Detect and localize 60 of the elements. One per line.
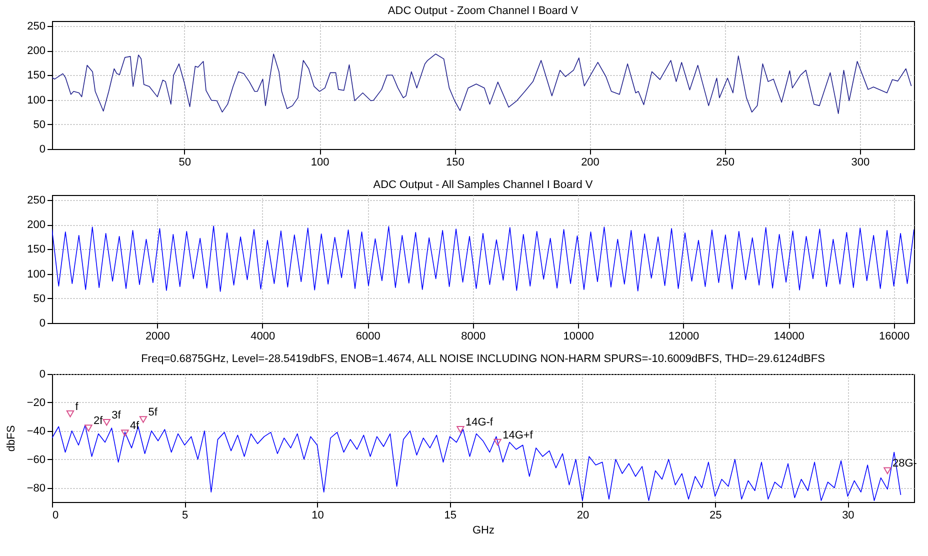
x-tick-label: 10000 (563, 330, 594, 342)
y-tick-label: −60 (26, 454, 46, 466)
x-tick-label: 12000 (668, 330, 700, 342)
chart-title: ADC Output - All Samples Channel I Board V (373, 178, 594, 191)
point (102, 418, 110, 426)
y-tick-label: 0 (39, 144, 46, 156)
x-tick-label: 16000 (879, 330, 910, 342)
x-tick-label: 0 (52, 510, 59, 522)
y-tick-label: 50 (33, 292, 46, 305)
y-tick-label: 150 (27, 244, 46, 256)
annotation: 3f (112, 409, 122, 422)
y-tick-label: 150 (27, 70, 46, 82)
x-tick-label: 2000 (145, 330, 170, 342)
annotation: 14G-f (465, 416, 494, 428)
y-tick-label: 100 (27, 268, 46, 280)
point (66, 410, 74, 418)
point (456, 426, 464, 433)
x-tick-label: 300 (851, 156, 870, 168)
x-tick-label: 6000 (356, 330, 380, 342)
y-tick-label: −80 (26, 482, 46, 494)
x-tick-label: 8000 (461, 330, 486, 342)
x-tick-label: 4000 (250, 330, 276, 342)
x-tick-label: 250 (716, 156, 735, 168)
y-tick-label: 100 (27, 94, 46, 106)
point (494, 438, 502, 446)
y-tick-label: 200 (27, 219, 46, 232)
y-tick-label: 200 (27, 45, 46, 58)
y-tick-label: −40 (26, 425, 46, 438)
annotation: 5f (148, 406, 158, 419)
x-tick-label: 150 (446, 156, 464, 168)
x-tick-label: 30 (842, 510, 854, 522)
point (139, 416, 148, 423)
point (84, 424, 92, 432)
y-tick-label: 250 (27, 194, 46, 206)
line-series (52, 54, 912, 114)
annotation: 14G+f (502, 429, 534, 442)
x-axis-title: GHz (472, 524, 494, 536)
y-axis-title: dbFS (6, 425, 18, 452)
point (884, 467, 892, 474)
point (121, 430, 129, 436)
x-tick-label: 5 (182, 510, 188, 522)
x-tick-label: 14000 (774, 330, 804, 342)
x-tick-label: 20 (576, 510, 590, 522)
x-tick-label: 100 (310, 156, 330, 168)
chart-title: ADC Output - Zoom Channel I Board V (388, 4, 579, 17)
chart-title: Freq=0.6875GHz, Level=-28.5419dbFS, ENOB=1.4674, ALL NOISE INCLUDING NON-HARM SPURS=-10.6009dBFS, THD=-29.6124dBFS (141, 353, 825, 365)
line-series (52, 226, 914, 292)
y-tick-label: −20 (26, 396, 46, 409)
annotation: 2f (93, 415, 104, 428)
x-tick-label: 10 (312, 510, 324, 522)
annotation: 4f (130, 420, 140, 432)
x-tick-label: 15 (444, 510, 456, 522)
y-tick-label: 50 (33, 118, 46, 131)
x-tick-label: 50 (178, 156, 192, 168)
y-tick-label: 250 (27, 20, 46, 32)
y-tick-label: 0 (39, 318, 46, 330)
x-tick-label: 25 (709, 510, 722, 522)
y-tick-label: 0 (39, 368, 46, 380)
x-tick-label: 200 (581, 156, 600, 168)
annotation: f (75, 400, 80, 413)
